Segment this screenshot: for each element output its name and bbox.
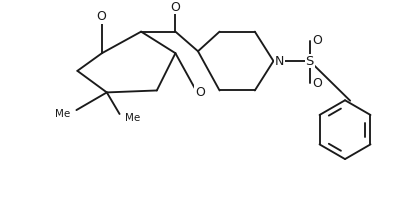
Text: O: O (96, 10, 106, 23)
Text: Me: Me (55, 109, 71, 119)
Text: N: N (275, 55, 284, 68)
Text: S: S (306, 55, 314, 68)
Text: Me: Me (125, 113, 141, 123)
Text: O: O (195, 86, 205, 99)
Text: O: O (171, 1, 180, 14)
Text: O: O (313, 34, 323, 47)
Text: O: O (313, 77, 323, 90)
